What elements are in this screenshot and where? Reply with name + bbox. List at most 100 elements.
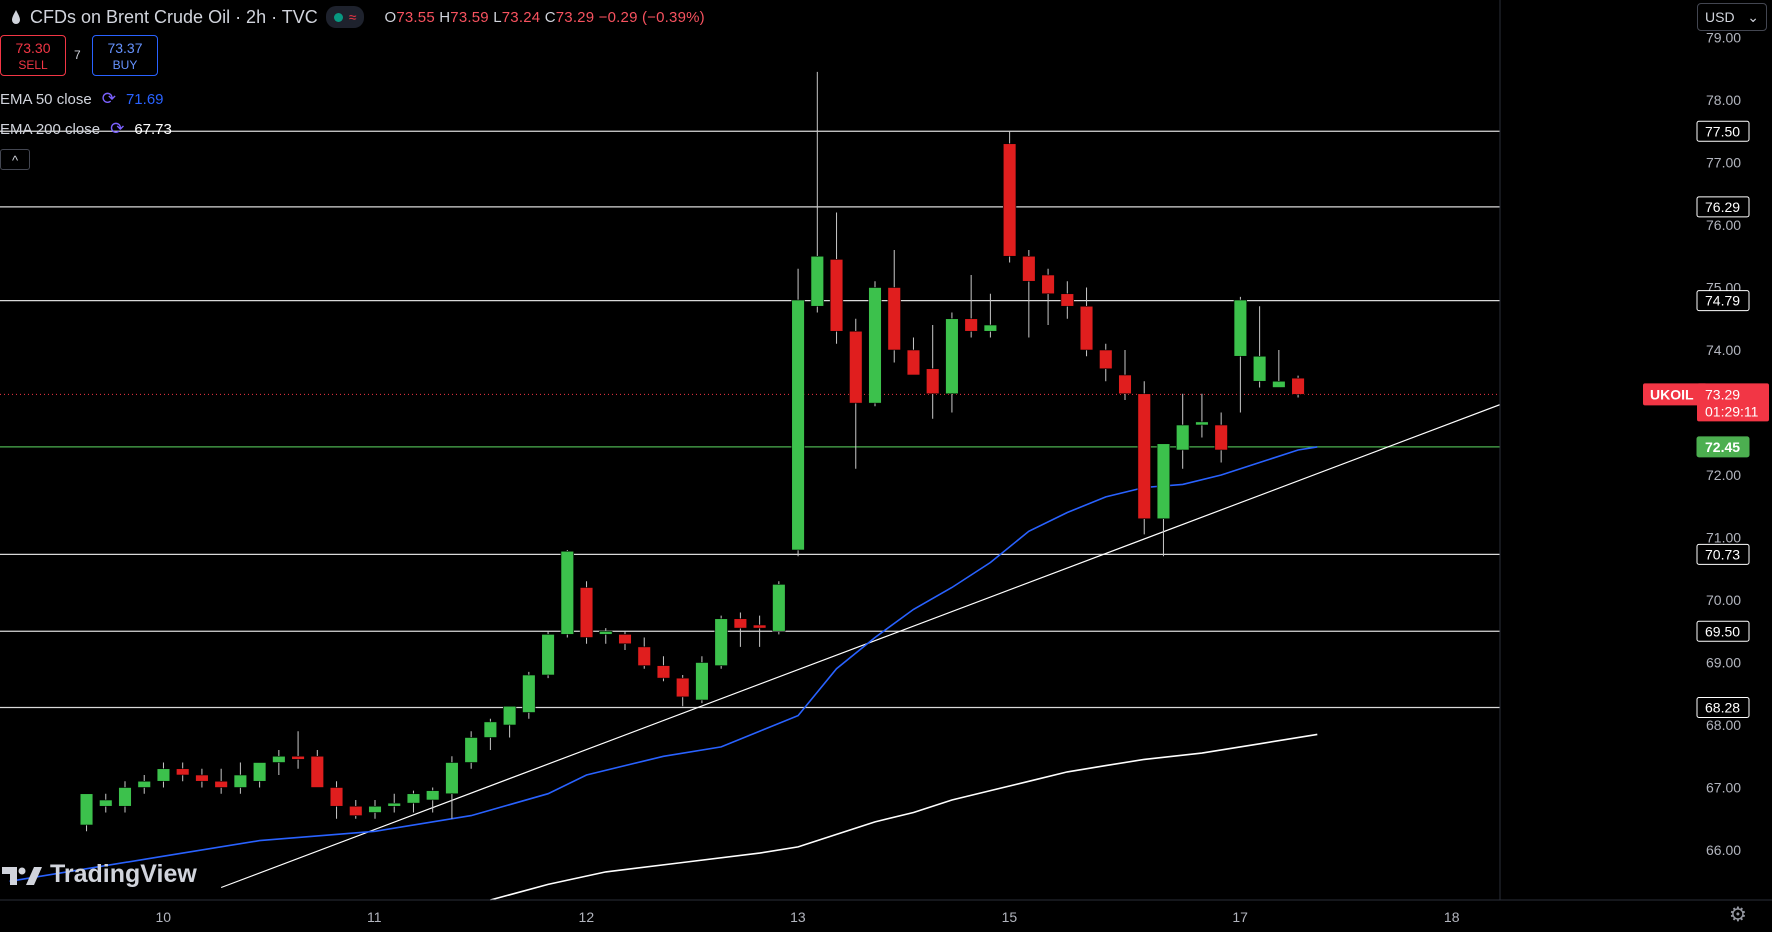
candle-down — [656, 665, 671, 679]
x-tick-label: 13 — [790, 909, 806, 925]
indicator-ema50[interactable]: EMA 50 close ⟳ 71.69 — [0, 89, 164, 109]
currency-selector[interactable]: USD ⌄ — [1697, 3, 1767, 31]
y-tick-label: 76.00 — [1706, 217, 1741, 233]
tradingview-logo: TradingView — [2, 860, 197, 889]
candle-down — [618, 634, 632, 645]
close-value: 73.29 — [555, 8, 595, 26]
level-badge — [1696, 436, 1750, 458]
candle-up — [252, 762, 267, 782]
x-tick-label: 17 — [1232, 909, 1248, 925]
candle-down — [579, 587, 594, 638]
sell-label: SELL — [18, 58, 48, 72]
level-label: 72.45 — [1705, 439, 1740, 455]
candle-up — [99, 799, 113, 807]
candle-up — [868, 287, 882, 404]
candle-up — [1252, 355, 1267, 382]
ohlc-readout: O73.55 H73.59 L73.24 C73.29 −0.29 (−0.39… — [384, 8, 705, 26]
level-label: 70.73 — [1705, 546, 1740, 562]
candle-up — [464, 737, 478, 763]
spread-value: 7 — [74, 48, 81, 62]
candle-up — [406, 793, 421, 804]
candle-down — [291, 755, 305, 760]
candle-up — [233, 774, 248, 788]
chevron-down-icon: ⌄ — [1747, 8, 1759, 25]
candle-down — [676, 677, 690, 698]
level-badge — [1696, 697, 1750, 718]
x-tick-label: 15 — [1002, 909, 1018, 925]
candle-up — [599, 630, 613, 635]
candle-down — [964, 318, 978, 332]
sell-price: 73.30 — [15, 40, 51, 56]
current-price-badge — [1697, 383, 1769, 422]
candle-up — [1272, 380, 1286, 388]
candle-down — [1214, 424, 1228, 451]
open-value: 73.55 — [396, 8, 435, 26]
indicator-value: 71.69 — [125, 90, 164, 108]
candle-up — [387, 802, 401, 807]
candle-down — [829, 259, 844, 332]
y-tick-label: 79.00 — [1706, 30, 1741, 46]
y-tick-label: 68.00 — [1706, 717, 1741, 733]
level-label: 68.28 — [1705, 700, 1740, 716]
candle-down — [1002, 143, 1017, 257]
x-tick-label: 12 — [579, 909, 595, 925]
tradingview-mark-icon — [2, 866, 42, 885]
candle-down — [1022, 255, 1036, 282]
candle-up — [1176, 424, 1190, 451]
candle-up — [772, 584, 786, 632]
indicator-ema200[interactable]: EMA 200 close ⟳ 67.73 — [0, 119, 172, 139]
candle-down — [926, 368, 940, 395]
gear-icon[interactable]: ⚙ — [1729, 904, 1747, 926]
logo-text: TradingView — [50, 860, 197, 888]
oil-drop-icon — [12, 10, 20, 24]
symbol-badge-label: UKOIL — [1650, 386, 1694, 402]
change-value: −0.29 (−0.39%) — [598, 8, 705, 26]
level-badge — [1696, 620, 1750, 642]
sell-button[interactable]: 73.30 SELL — [0, 35, 66, 76]
candle-up — [483, 721, 498, 738]
y-tick-label: 77.00 — [1706, 155, 1741, 171]
candle-down — [1118, 374, 1132, 395]
candle-down — [349, 805, 363, 816]
y-tick-label: 70.00 — [1706, 592, 1741, 608]
candle-down — [176, 768, 190, 776]
candle-up — [522, 674, 536, 713]
level-badge — [1696, 290, 1750, 312]
sync-icon: ⟳ — [110, 119, 125, 138]
candle-up — [541, 634, 555, 676]
market-status[interactable]: ≈ — [325, 6, 365, 28]
candle-down — [887, 287, 901, 351]
candle-up — [1233, 299, 1248, 357]
buy-button[interactable]: 73.37 BUY — [92, 35, 158, 76]
level-badge — [1696, 196, 1750, 218]
candle-down — [849, 330, 863, 404]
collapse-indicators-button[interactable]: ^ — [0, 149, 30, 170]
candle-down — [1060, 293, 1074, 307]
candle-down — [329, 787, 344, 807]
candle-up — [426, 790, 440, 801]
candle-down — [195, 774, 209, 782]
candle-up — [945, 318, 959, 395]
y-tick-label: 69.00 — [1706, 655, 1741, 671]
y-tick-label: 72.00 — [1706, 467, 1741, 483]
candle-up — [714, 618, 728, 666]
candle-up — [810, 255, 824, 307]
ema200-line — [490, 733, 1318, 901]
low-value: 73.24 — [501, 8, 541, 26]
candle-down — [1079, 305, 1094, 351]
symbol-title[interactable]: CFDs on Brent Crude Oil · 2h · TVC — [30, 6, 318, 27]
y-tick-label: 67.00 — [1706, 780, 1741, 796]
countdown-label: 01:29:11 — [1705, 403, 1759, 419]
candle-up — [983, 324, 998, 332]
ema50-line — [9, 446, 1318, 883]
price-axis — [1500, 0, 1772, 932]
indicator-label: EMA 200 close — [0, 120, 101, 138]
candle-down — [1099, 349, 1113, 370]
level-badge — [1696, 120, 1750, 142]
candle-down — [752, 624, 767, 629]
y-tick-label: 78.00 — [1706, 92, 1741, 108]
market-open-icon — [333, 12, 343, 22]
candle-up — [272, 755, 286, 763]
chart-header: CFDs on Brent Crude Oil · 2h · TVC ≈ O73… — [10, 4, 705, 30]
